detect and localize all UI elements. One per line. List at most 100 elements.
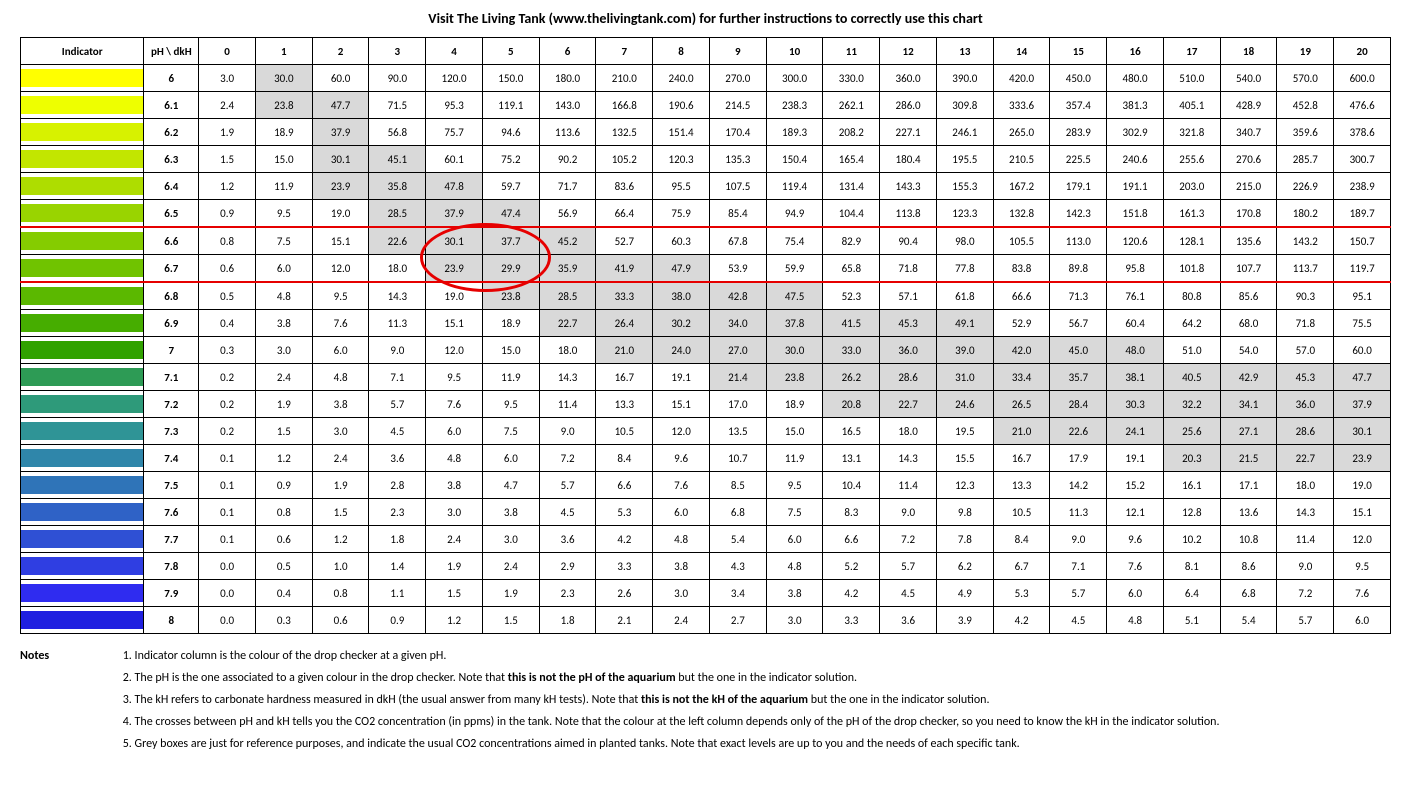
co2-value-cell: 14.2: [1050, 472, 1107, 499]
co2-value-cell: 36.0: [1277, 391, 1334, 418]
co2-value-cell: 52.7: [596, 227, 653, 255]
table-row: 7.90.00.40.81.11.51.92.32.63.03.43.84.24…: [21, 580, 1391, 607]
co2-value-cell: 60.0: [1334, 337, 1391, 364]
table-row: 6.90.43.87.611.315.118.922.726.430.234.0…: [21, 310, 1391, 337]
co2-value-cell: 161.3: [1163, 200, 1220, 228]
co2-value-cell: 2.4: [653, 607, 710, 634]
dkh-col-header: 11: [823, 38, 880, 65]
co2-value-cell: 0.6: [199, 255, 256, 283]
co2-value-cell: 5.1: [1163, 607, 1220, 634]
co2-value-cell: 60.3: [653, 227, 710, 255]
table-row: 70.33.06.09.012.015.018.021.024.027.030.…: [21, 337, 1391, 364]
co2-value-cell: 28.4: [1050, 391, 1107, 418]
indicator-swatch: [21, 472, 144, 499]
co2-value-cell: 5.3: [596, 499, 653, 526]
co2-value-cell: 37.9: [426, 200, 483, 228]
notes-section: Notes 1. Indicator column is the colour …: [20, 649, 1391, 759]
co2-value-cell: 14.3: [369, 282, 426, 310]
co2-value-cell: 0.1: [199, 499, 256, 526]
dkh-col-header: 12: [880, 38, 937, 65]
co2-value-cell: 64.2: [1163, 310, 1220, 337]
co2-value-cell: 357.4: [1050, 92, 1107, 119]
co2-value-cell: 6.0: [766, 526, 823, 553]
co2-value-cell: 41.9: [596, 255, 653, 283]
co2-value-cell: 12.1: [1107, 499, 1164, 526]
co2-value-cell: 238.9: [1334, 173, 1391, 200]
co2-value-cell: 107.7: [1220, 255, 1277, 283]
indicator-swatch: [21, 553, 144, 580]
co2-value-cell: 265.0: [993, 119, 1050, 146]
co2-value-cell: 60.4: [1107, 310, 1164, 337]
co2-value-cell: 21.0: [596, 337, 653, 364]
co2-value-cell: 12.0: [312, 255, 369, 283]
ph-value-cell: 8: [144, 607, 199, 634]
co2-value-cell: 4.5: [539, 499, 596, 526]
co2-value-cell: 11.9: [482, 364, 539, 391]
co2-value-cell: 18.0: [1277, 472, 1334, 499]
dkh-col-header: 8: [653, 38, 710, 65]
co2-value-cell: 0.9: [255, 472, 312, 499]
indicator-swatch: [21, 146, 144, 173]
dkh-col-header: 18: [1220, 38, 1277, 65]
co2-value-cell: 3.8: [653, 553, 710, 580]
co2-value-cell: 45.3: [880, 310, 937, 337]
co2-value-cell: 34.1: [1220, 391, 1277, 418]
co2-value-cell: 42.8: [709, 282, 766, 310]
co2-value-cell: 1.2: [255, 445, 312, 472]
co2-value-cell: 321.8: [1163, 119, 1220, 146]
co2-value-cell: 0.4: [255, 580, 312, 607]
co2-value-cell: 4.5: [1050, 607, 1107, 634]
indicator-swatch: [21, 364, 144, 391]
co2-value-cell: 28.6: [1277, 418, 1334, 445]
co2-value-cell: 23.8: [482, 282, 539, 310]
dkh-col-header: 4: [426, 38, 483, 65]
dkh-col-header: 20: [1334, 38, 1391, 65]
co2-value-cell: 37.9: [1334, 391, 1391, 418]
co2-value-cell: 135.3: [709, 146, 766, 173]
co2-value-cell: 4.2: [823, 580, 880, 607]
dkh-col-header: 3: [369, 38, 426, 65]
co2-value-cell: 16.7: [993, 445, 1050, 472]
co2-value-cell: 14.3: [880, 445, 937, 472]
co2-value-cell: 7.2: [539, 445, 596, 472]
co2-value-cell: 11.9: [255, 173, 312, 200]
co2-value-cell: 5.2: [823, 553, 880, 580]
co2-value-cell: 40.5: [1163, 364, 1220, 391]
indicator-swatch: [21, 227, 144, 255]
co2-value-cell: 33.0: [823, 337, 880, 364]
co2-value-cell: 4.8: [766, 553, 823, 580]
ph-value-cell: 6.8: [144, 282, 199, 310]
table-row: 7.10.22.44.87.19.511.914.316.719.121.423…: [21, 364, 1391, 391]
co2-value-cell: 227.1: [880, 119, 937, 146]
co2-value-cell: 26.4: [596, 310, 653, 337]
ph-value-cell: 6.4: [144, 173, 199, 200]
co2-value-cell: 5.7: [369, 391, 426, 418]
co2-value-cell: 0.0: [199, 580, 256, 607]
co2-value-cell: 3.0: [766, 607, 823, 634]
co2-value-cell: 105.5: [993, 227, 1050, 255]
co2-value-cell: 15.1: [653, 391, 710, 418]
indicator-swatch: [21, 607, 144, 634]
table-row: 6.60.87.515.122.630.137.745.252.760.367.…: [21, 227, 1391, 255]
co2-value-cell: 8.5: [709, 472, 766, 499]
co2-value-cell: 262.1: [823, 92, 880, 119]
indicator-swatch: [21, 65, 144, 92]
co2-value-cell: 85.6: [1220, 282, 1277, 310]
table-row: 80.00.30.60.91.21.51.82.12.42.73.03.33.6…: [21, 607, 1391, 634]
co2-value-cell: 22.6: [1050, 418, 1107, 445]
co2-value-cell: 1.9: [255, 391, 312, 418]
co2-value-cell: 1.2: [199, 173, 256, 200]
co2-value-cell: 11.3: [369, 310, 426, 337]
co2-value-cell: 85.4: [709, 200, 766, 228]
co2-value-cell: 2.4: [199, 92, 256, 119]
co2-value-cell: 57.0: [1277, 337, 1334, 364]
co2-value-cell: 80.8: [1163, 282, 1220, 310]
co2-value-cell: 35.8: [369, 173, 426, 200]
co2-value-cell: 76.1: [1107, 282, 1164, 310]
co2-value-cell: 3.9: [936, 607, 993, 634]
co2-value-cell: 30.1: [426, 227, 483, 255]
dkh-col-header: 9: [709, 38, 766, 65]
co2-value-cell: 45.0: [1050, 337, 1107, 364]
co2-value-cell: 600.0: [1334, 65, 1391, 92]
dkh-col-header: 19: [1277, 38, 1334, 65]
